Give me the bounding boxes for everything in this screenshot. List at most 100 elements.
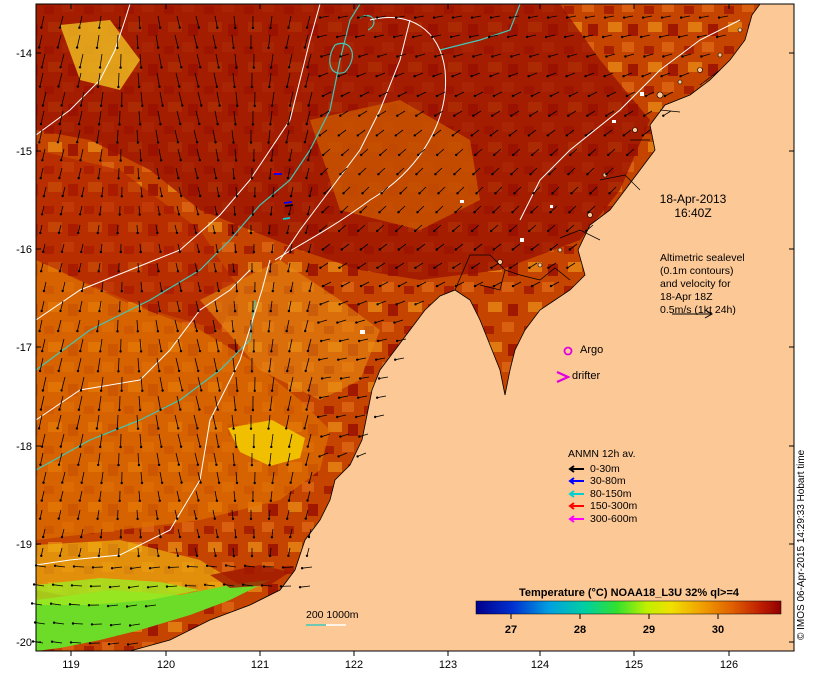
velocity-arrow-head [136, 517, 139, 521]
velocity-arrow [58, 357, 63, 371]
velocity-arrow-head [679, 16, 683, 19]
velocity-arrow-head [305, 176, 308, 180]
velocity-arrow [245, 565, 256, 568]
velocity-arrow [215, 148, 219, 161]
velocity-arrow-head [197, 369, 200, 373]
velocity-arrow [58, 224, 62, 233]
velocity-arrow-head [355, 321, 358, 324]
velocity-arrow-head [59, 309, 62, 313]
velocity-arrow-head [178, 535, 182, 539]
velocity-arrow [435, 167, 443, 175]
velocity-arrow-head [61, 194, 64, 198]
velocity-arrow-head [253, 481, 256, 485]
velocity-arrow [397, 110, 406, 117]
velocity-arrow [216, 91, 220, 106]
velocity-arrow [99, 300, 102, 312]
velocity-arrow [531, 243, 540, 250]
velocity-arrow [287, 167, 291, 179]
velocity-arrow-head [216, 250, 219, 254]
velocity-arrow [213, 167, 217, 179]
velocity-arrow [62, 186, 66, 197]
velocity-arrow-head [41, 389, 45, 392]
velocity-arrow [146, 604, 157, 607]
velocity-arrow [360, 148, 369, 156]
velocity-arrow [175, 357, 180, 371]
velocity-arrow [174, 224, 178, 233]
velocity-arrow [212, 319, 216, 332]
velocity-arrow-head [218, 389, 221, 392]
velocity-arrow [473, 167, 481, 175]
velocity-arrow [397, 53, 407, 57]
velocity-arrow-head [377, 173, 380, 176]
velocity-arrow-head [72, 565, 76, 568]
velocity-arrow-head [80, 535, 83, 539]
velocity-arrow [642, 129, 651, 136]
velocity-arrow-head [337, 455, 340, 458]
velocity-arrow-head [119, 536, 123, 539]
velocity-arrow [511, 53, 521, 57]
velocity-arrow [509, 224, 518, 232]
velocity-arrow-head [375, 134, 378, 137]
velocity-arrow-head [40, 270, 43, 273]
velocity-arrow [137, 167, 140, 179]
velocity-arrow-head [251, 26, 255, 30]
velocity-arrow-head [178, 499, 181, 502]
velocity-arrow-head [586, 55, 589, 58]
velocity-arrow-head [660, 16, 664, 19]
velocity-arrow-head [41, 104, 45, 107]
velocity-arrow-head [118, 123, 121, 126]
velocity-arrow [178, 281, 182, 291]
velocity-arrow [531, 281, 541, 287]
velocity-arrow-head [603, 75, 606, 78]
velocity-arrow-head [626, 153, 629, 157]
velocity-arrow-head [547, 266, 550, 269]
velocity-arrow [232, 452, 235, 466]
velocity-arrow [308, 528, 312, 538]
velocity-arrow [414, 224, 423, 232]
velocity-arrow-head [681, 55, 684, 58]
velocity-arrow-head [57, 85, 60, 88]
velocity-arrow [338, 224, 347, 232]
velocity-arrow [626, 148, 635, 156]
velocity-arrow-head [96, 231, 100, 235]
velocity-arrow-head [125, 605, 129, 608]
velocity-arrow [495, 186, 503, 194]
velocity-arrow [195, 300, 199, 311]
velocity-arrow [40, 547, 44, 556]
velocity-arrow-head [120, 104, 123, 108]
colorbar-tick: 27 [504, 624, 518, 636]
velocity-arrow-head [58, 554, 62, 557]
velocity-arrow-head [59, 499, 62, 502]
velocity-arrow [197, 376, 202, 391]
velocity-arrow [98, 167, 101, 179]
velocity-arrow [318, 414, 328, 418]
velocity-arrow [155, 319, 159, 332]
velocity-arrow [642, 72, 652, 77]
velocity-arrow-head [157, 270, 160, 273]
velocity-arrow [138, 300, 141, 312]
velocity-arrow [194, 357, 199, 371]
velocity-arrow [417, 281, 427, 287]
velocity-arrow-head [414, 266, 417, 269]
velocity-arrow [587, 53, 597, 57]
velocity-arrow [645, 91, 655, 97]
arrow-left-icon [568, 514, 584, 523]
velocity-arrow-head [452, 229, 455, 233]
velocity-arrow [269, 395, 273, 410]
velocity-arrow-head [139, 445, 143, 449]
velocity-arrow [136, 34, 139, 48]
velocity-arrow-head [678, 35, 681, 39]
velocity-arrow [514, 186, 522, 194]
velocity-arrow-head [568, 248, 571, 251]
velocity-arrow-head [307, 389, 310, 392]
velocity-arrow-head [288, 104, 292, 107]
velocity-arrow [472, 15, 482, 18]
velocity-arrow-head [414, 303, 417, 306]
velocity-arrow-head [195, 517, 198, 520]
velocity-arrow [193, 319, 198, 332]
velocity-arrow-head [306, 445, 309, 448]
velocity-arrow [455, 243, 464, 250]
velocity-arrow [454, 53, 464, 57]
velocity-arrow-head [232, 427, 235, 430]
velocity-arrow [307, 148, 312, 161]
